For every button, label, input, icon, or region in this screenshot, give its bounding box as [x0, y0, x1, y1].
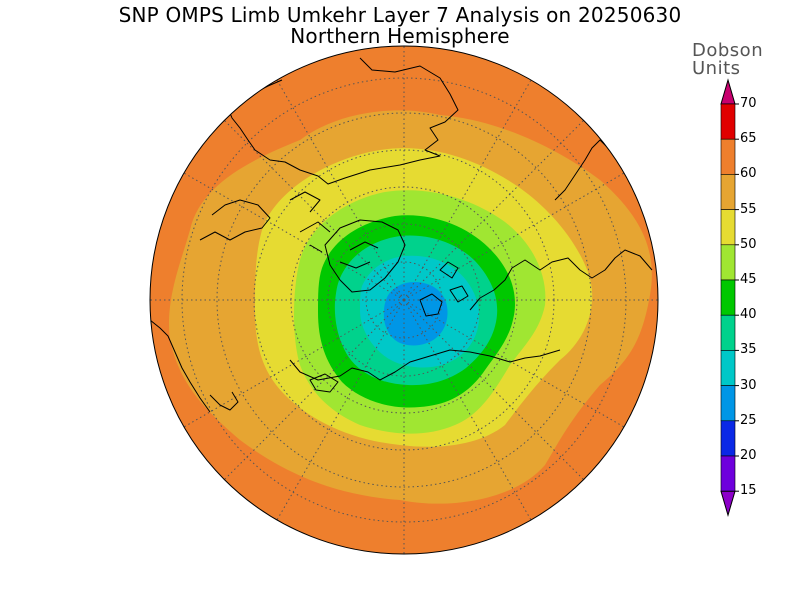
- colorbar-band: [720, 138, 736, 175]
- colorbar-tick-label: 25: [740, 412, 757, 428]
- map-title: SNP OMPS Limb Umkehr Layer 7 Analysis on…: [118, 3, 682, 27]
- colorbar-units-line2: Units: [692, 58, 741, 79]
- coastline-iceland: [309, 373, 339, 393]
- colorbar-tick-label: 45: [740, 272, 757, 287]
- colorbar-top-arrow: [720, 78, 736, 105]
- coastline-west-edge: [150, 319, 211, 413]
- coastline-alaska: [199, 199, 271, 241]
- hemisphere-boundary: [149, 45, 659, 555]
- colorbar-band: [720, 279, 736, 316]
- colorbar-tick-label: 35: [740, 342, 757, 358]
- coastline-svalbard: [419, 261, 469, 317]
- coastline-greenland: [324, 219, 406, 293]
- colorbar-tick-label: 70: [740, 96, 757, 111]
- colorbar-band: [720, 385, 736, 422]
- colorbar-tick-label: 60: [740, 166, 757, 182]
- colorbar-band: [720, 420, 736, 457]
- colorbar-band: [720, 350, 736, 386]
- colorbar: [720, 78, 739, 517]
- colorbar-tick-label: 65: [740, 131, 757, 147]
- coastline-canadian-archipelago: [289, 191, 379, 269]
- coastline-japan: [209, 391, 239, 411]
- map-subtitle: Northern Hemisphere: [290, 24, 510, 48]
- colorbar-tick-label: 50: [740, 236, 757, 252]
- colorbar-tick-label: 15: [740, 483, 757, 499]
- colorbar-units-line1: Dobson: [692, 40, 764, 61]
- colorbar-band: [720, 209, 736, 246]
- ozone-field: [150, 46, 658, 554]
- coastlines: [150, 57, 653, 413]
- colorbar-tick-label: 40: [740, 307, 757, 323]
- colorbar-band: [720, 103, 736, 140]
- colorbar-band: [720, 174, 736, 210]
- coastline-siberia: [469, 249, 653, 311]
- colorbar-tick-label: 55: [740, 201, 757, 217]
- coastline-europe: [289, 349, 561, 381]
- colorbar-bottom-arrow: [720, 490, 736, 517]
- colorbar-band: [720, 455, 736, 492]
- colorbar-band: [720, 314, 736, 351]
- colorbar-band: [720, 244, 736, 281]
- coastline-north-america: [227, 57, 459, 185]
- colorbar-tick-label: 20: [740, 448, 757, 463]
- colorbar-tick-label: 30: [740, 377, 757, 393]
